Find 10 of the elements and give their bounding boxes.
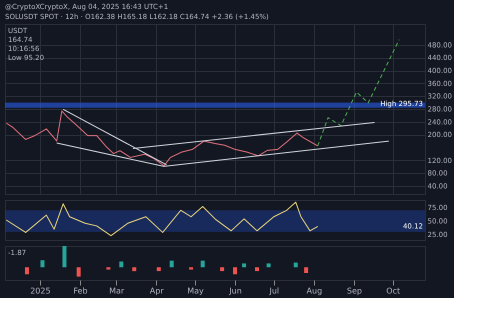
x-tick-label: 2025 [30,286,51,296]
x-tick-label: Aug [306,286,322,296]
x-tick-label: Feb [73,286,88,296]
x-tick-label: Sep [346,286,362,296]
x-tick-label: Oct [386,286,400,296]
x-tick-label: Jun [228,286,242,296]
x-tick-label: Apr [150,286,164,296]
x-tick-label: Jul [268,286,280,296]
x-tick-label: Mar [109,286,125,296]
x-tick-label: May [187,286,204,296]
